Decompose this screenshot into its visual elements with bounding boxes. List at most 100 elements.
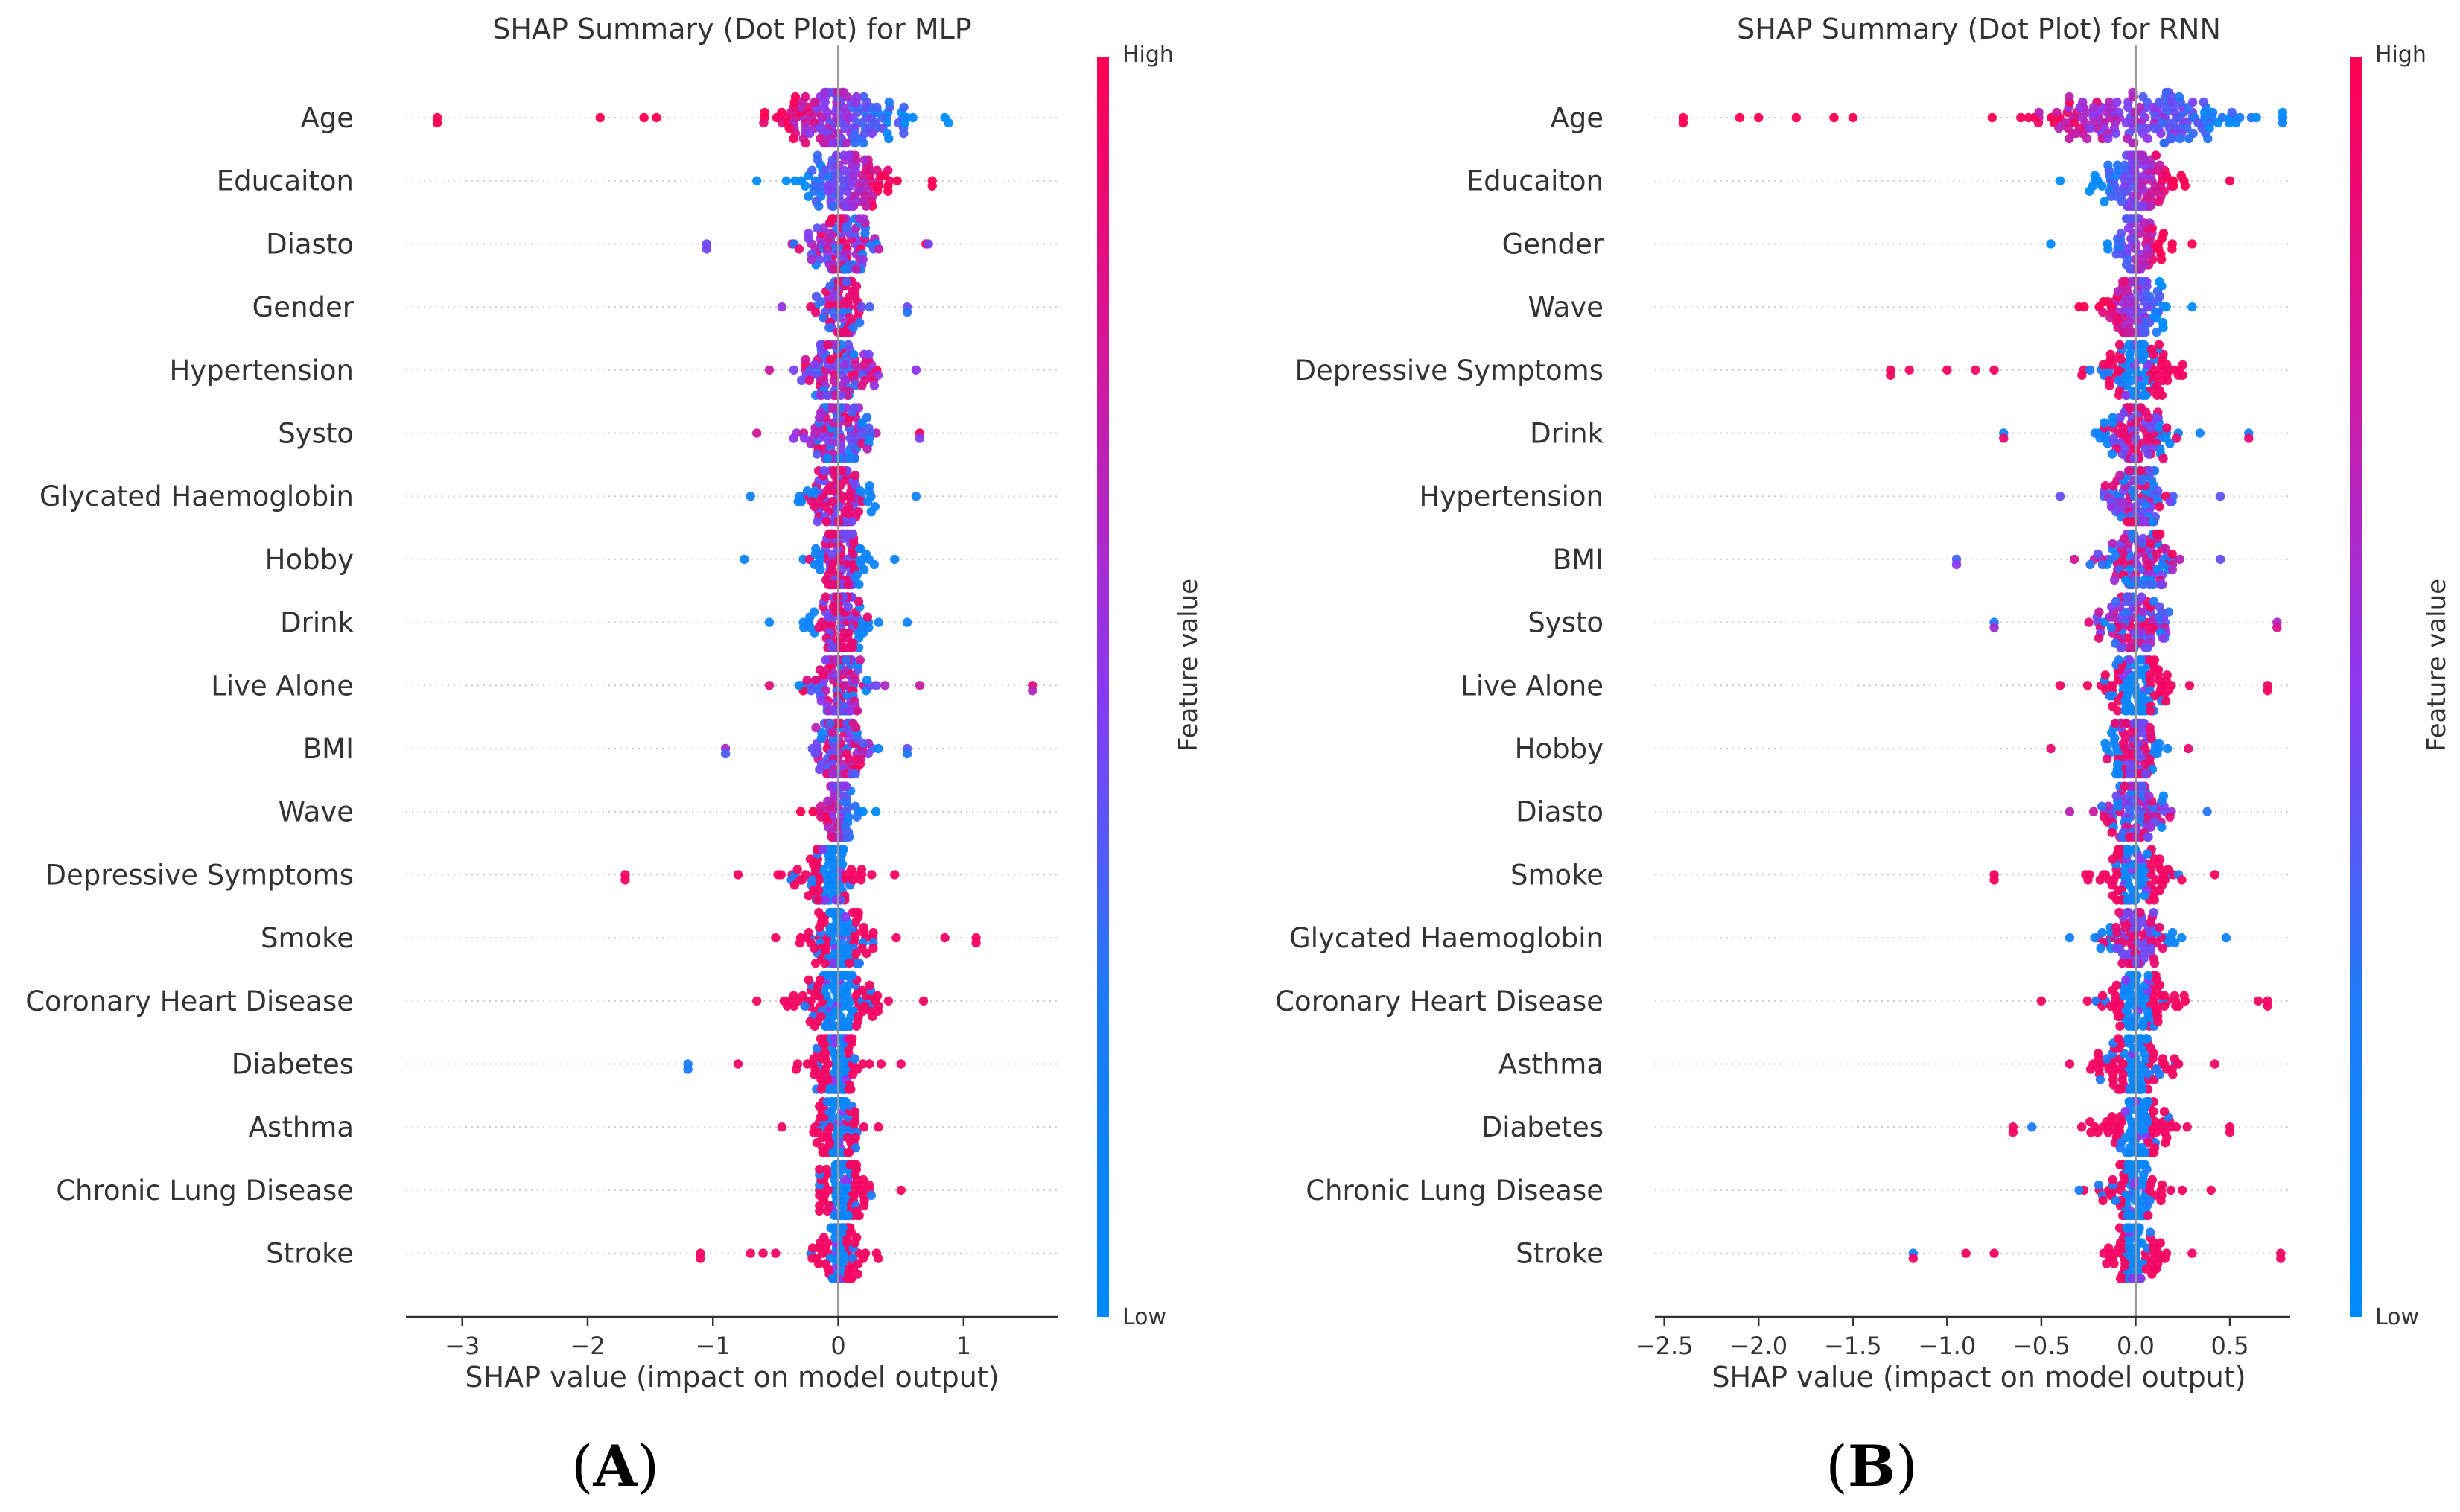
shap-dot — [2065, 133, 2074, 144]
shap-dot — [2144, 579, 2155, 590]
shap-dot — [2100, 738, 2110, 749]
shap-dot — [2125, 655, 2135, 665]
shap-dot — [2082, 996, 2092, 1006]
shap-dot — [809, 1128, 819, 1137]
shap-dot — [2139, 1148, 2149, 1157]
feature-label: Smoke — [261, 922, 354, 954]
panel-label-a-open: ( — [571, 1433, 594, 1499]
shap-dot — [1999, 433, 2009, 443]
shap-dot — [816, 812, 826, 822]
shap-dot — [720, 749, 731, 759]
shap-dot — [2139, 327, 2149, 337]
shap-dot — [2122, 214, 2132, 223]
shap-dot — [795, 807, 806, 816]
shap-dot — [873, 1006, 883, 1017]
shap-dot — [850, 138, 860, 148]
shap-dot — [811, 291, 821, 302]
shap-dot — [869, 381, 880, 390]
shap-dot — [804, 891, 813, 900]
shap-dot — [845, 958, 854, 968]
shap-dot — [2098, 1195, 2108, 1206]
shap-dot — [2103, 1128, 2113, 1137]
shap-dot — [842, 655, 851, 665]
shap-dot — [2103, 244, 2113, 254]
shap-dot — [2162, 423, 2172, 433]
shap-dot — [818, 1148, 828, 1157]
shap-dot — [2123, 1160, 2133, 1170]
shap-dot — [2153, 1017, 2163, 1027]
feature-label: Hobby — [1515, 733, 1604, 765]
shap-dot — [2156, 255, 2167, 264]
shap-dot — [1829, 112, 1839, 123]
shap-dot — [2078, 97, 2088, 107]
shap-dot — [835, 958, 845, 968]
x-tick-label: −2 — [570, 1332, 605, 1360]
shap-dot — [2123, 895, 2132, 905]
shap-dot — [825, 718, 836, 728]
shap-dot — [859, 922, 868, 933]
shap-dot — [797, 875, 807, 885]
shap-dot — [842, 138, 851, 148]
shap-dot — [2109, 1259, 2119, 1268]
shap-dot — [2116, 1084, 2126, 1094]
shap-dot — [2216, 492, 2225, 501]
x-ticks: −3 −2 −1 0 1 — [445, 1317, 971, 1360]
shap-dot — [883, 996, 894, 1006]
shap-dot — [2100, 670, 2110, 680]
shap-dot — [2126, 643, 2137, 652]
shap-dot — [2086, 1128, 2096, 1137]
shap-dot — [2056, 176, 2065, 185]
shap-dot — [866, 507, 877, 517]
feature-labels: Age Educaiton Diasto Gender Hypertension Syst… — [25, 102, 355, 1270]
shap-dot — [777, 1122, 787, 1132]
feature-grid-lines — [406, 117, 1058, 1254]
shap-dot — [854, 597, 864, 606]
shap-dot — [2129, 138, 2139, 148]
shap-dot — [826, 1097, 836, 1107]
shap-dot — [2171, 1001, 2181, 1011]
shap-dot — [806, 439, 816, 448]
shap-dot — [2177, 933, 2187, 943]
shap-dot — [2145, 1195, 2155, 1206]
shap-dot — [2113, 323, 2123, 333]
shap-dot — [2102, 1259, 2111, 1268]
shap-dot — [874, 617, 884, 627]
shap-dot — [828, 1148, 838, 1157]
shap-dot — [2122, 1210, 2132, 1221]
shap-dot — [2178, 1185, 2187, 1195]
shap-dot — [2111, 597, 2121, 606]
shap-dot — [848, 875, 858, 885]
shap-dot — [2225, 118, 2234, 128]
shap-dot — [2137, 201, 2146, 211]
feature-label: Hypertension — [1419, 480, 1604, 512]
shap-dot — [859, 1175, 868, 1185]
chart-title: SHAP Summary (Dot Plot) for RNN — [1737, 13, 2221, 45]
shap-dot — [2111, 769, 2121, 779]
shap-dot — [828, 1021, 838, 1032]
shap-dot — [892, 176, 903, 185]
shap-dot — [832, 655, 842, 665]
shap-dot — [2126, 1084, 2135, 1094]
shap-dot — [2102, 1117, 2111, 1127]
shap-dot — [810, 486, 820, 496]
shap-dot — [2155, 1238, 2165, 1248]
shap-dot — [2094, 607, 2104, 617]
feature-label: Wave — [1528, 291, 1604, 323]
colorbar-title: Feature value — [1174, 579, 1204, 752]
shap-dot — [2167, 549, 2177, 559]
shap-dot — [2096, 943, 2105, 953]
shap-dot — [844, 1084, 854, 1094]
shap-dot — [862, 676, 872, 685]
shap-dot — [2105, 691, 2114, 701]
shap-dot — [2187, 1248, 2197, 1258]
shap-dot — [2142, 849, 2152, 859]
shap-dot — [2202, 807, 2212, 816]
shap-dot — [2146, 1044, 2156, 1053]
shap-dot — [2125, 832, 2135, 842]
shap-dot — [2065, 1059, 2075, 1069]
shap-dot — [820, 165, 830, 175]
shap-dot — [851, 281, 862, 291]
shap-dot — [2147, 1175, 2157, 1185]
shap-dot — [2076, 1122, 2087, 1132]
